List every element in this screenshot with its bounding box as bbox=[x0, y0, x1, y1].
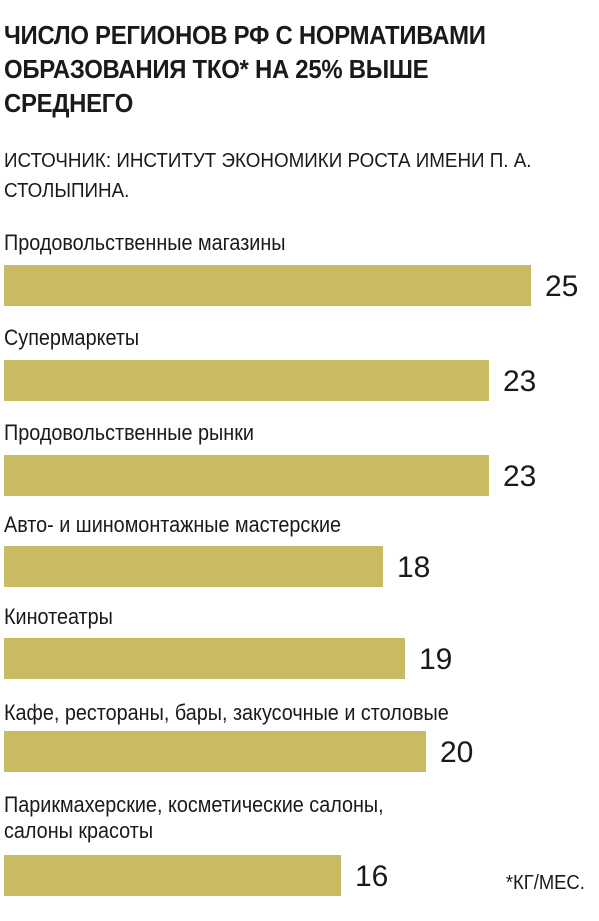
data-label: 16 bbox=[355, 860, 389, 893]
bar bbox=[4, 731, 426, 772]
category-label: Продовольственные магазины bbox=[4, 230, 286, 255]
category-label: Кафе, рестораны, бары, закусочные и стол… bbox=[4, 700, 449, 725]
data-label: 20 bbox=[440, 736, 474, 769]
data-label: 23 bbox=[503, 365, 537, 398]
unit-footnote: *кг/мес. bbox=[506, 872, 585, 894]
data-label: 23 bbox=[503, 460, 537, 493]
bar bbox=[4, 360, 489, 401]
category-label: Парикмахерские, косметические салоны, са… bbox=[4, 792, 384, 843]
bar bbox=[4, 265, 531, 306]
category-label: Продовольственные рынки bbox=[4, 420, 254, 445]
bar bbox=[4, 855, 341, 896]
data-label: 18 bbox=[397, 551, 431, 584]
bar bbox=[4, 546, 383, 587]
chart-source: Источник: Институт экономики роста имени… bbox=[4, 150, 532, 202]
data-label: 25 bbox=[545, 270, 579, 303]
data-label: 19 bbox=[419, 643, 453, 676]
category-label: Кинотеатры bbox=[4, 604, 113, 629]
chart-title: Число регионов РФ с нормативами образова… bbox=[4, 20, 486, 118]
bar bbox=[4, 638, 405, 679]
category-label: Авто- и шиномонтажные мастерские bbox=[4, 512, 342, 537]
category-label: Супермаркеты bbox=[4, 325, 140, 350]
bar bbox=[4, 455, 489, 496]
